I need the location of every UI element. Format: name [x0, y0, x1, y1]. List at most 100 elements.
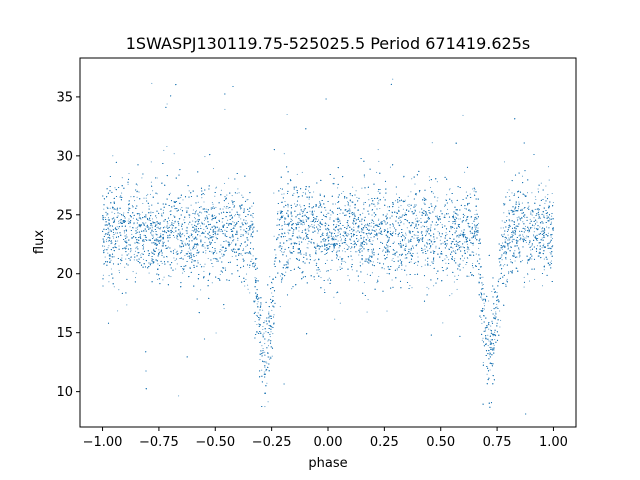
data-point [389, 230, 392, 232]
data-point [367, 193, 369, 195]
data-point [195, 246, 197, 248]
data-point [526, 192, 529, 194]
data-point [233, 227, 235, 229]
data-point [326, 233, 328, 235]
data-point [383, 268, 385, 270]
data-point [392, 231, 394, 233]
data-point [386, 244, 388, 246]
data-point [374, 233, 376, 236]
data-point [204, 263, 206, 265]
data-point [211, 282, 213, 284]
data-point [306, 237, 308, 239]
data-point [347, 248, 349, 250]
data-point [173, 222, 175, 225]
data-point [491, 349, 493, 352]
data-point [279, 218, 281, 220]
data-point [319, 200, 321, 203]
data-point [326, 259, 328, 261]
data-point [491, 321, 493, 323]
data-point [541, 230, 543, 232]
data-point [145, 222, 147, 224]
data-point [223, 254, 226, 256]
data-point [221, 221, 223, 223]
data-point [512, 232, 514, 234]
data-point [316, 269, 318, 271]
data-point [475, 232, 477, 234]
data-point [374, 205, 376, 207]
data-point [118, 227, 120, 229]
data-point [461, 230, 463, 232]
data-point [268, 324, 270, 327]
data-point [205, 252, 207, 254]
data-point [118, 245, 120, 247]
data-point [472, 267, 474, 269]
data-point [387, 247, 389, 249]
data-point [220, 189, 222, 191]
data-point [119, 219, 121, 221]
data-point [200, 206, 202, 208]
data-point [245, 232, 247, 234]
data-point [106, 241, 108, 243]
data-point [447, 213, 449, 215]
data-point [531, 192, 533, 194]
data-point [352, 243, 354, 245]
data-point [166, 145, 168, 148]
data-point [121, 177, 123, 179]
data-point [396, 269, 398, 271]
data-point [173, 236, 175, 238]
data-point [210, 208, 212, 211]
data-point [279, 210, 281, 212]
data-point [180, 197, 182, 199]
data-point [549, 261, 551, 263]
data-point [462, 114, 464, 116]
data-point [367, 299, 369, 301]
data-point [305, 193, 307, 195]
data-point [140, 218, 142, 220]
data-point [422, 225, 424, 227]
data-point [141, 177, 143, 179]
data-point [528, 280, 531, 282]
data-point [424, 245, 426, 247]
data-point [334, 229, 336, 231]
data-point [218, 213, 220, 215]
data-point [148, 205, 150, 207]
data-point [104, 217, 106, 219]
data-point [353, 223, 355, 225]
data-point [415, 261, 417, 263]
data-point [424, 244, 426, 246]
data-point [518, 256, 520, 258]
data-point [492, 348, 494, 350]
data-point [298, 241, 300, 243]
data-point [504, 221, 506, 224]
data-point [490, 329, 492, 331]
data-point [169, 210, 171, 213]
data-point [310, 242, 312, 244]
data-point [255, 298, 257, 300]
data-point [419, 211, 421, 213]
data-point [322, 240, 324, 242]
data-point [250, 220, 252, 222]
data-point [488, 300, 490, 302]
data-point [240, 233, 242, 236]
data-point [179, 239, 181, 241]
data-point [325, 270, 328, 272]
data-point [183, 244, 185, 246]
data-point [498, 278, 500, 280]
data-point [299, 212, 301, 214]
data-point [155, 217, 158, 219]
data-point [161, 213, 163, 215]
data-point [115, 208, 117, 211]
data-point [247, 229, 249, 231]
data-point [257, 312, 259, 314]
data-point [419, 238, 421, 240]
data-point [386, 213, 388, 215]
data-point [162, 220, 164, 222]
data-point [212, 203, 214, 205]
data-point [508, 210, 510, 212]
data-point [349, 230, 351, 232]
data-point [517, 219, 519, 221]
data-point [212, 206, 214, 208]
data-point [313, 210, 315, 212]
data-point [252, 227, 254, 229]
data-point [107, 247, 109, 249]
